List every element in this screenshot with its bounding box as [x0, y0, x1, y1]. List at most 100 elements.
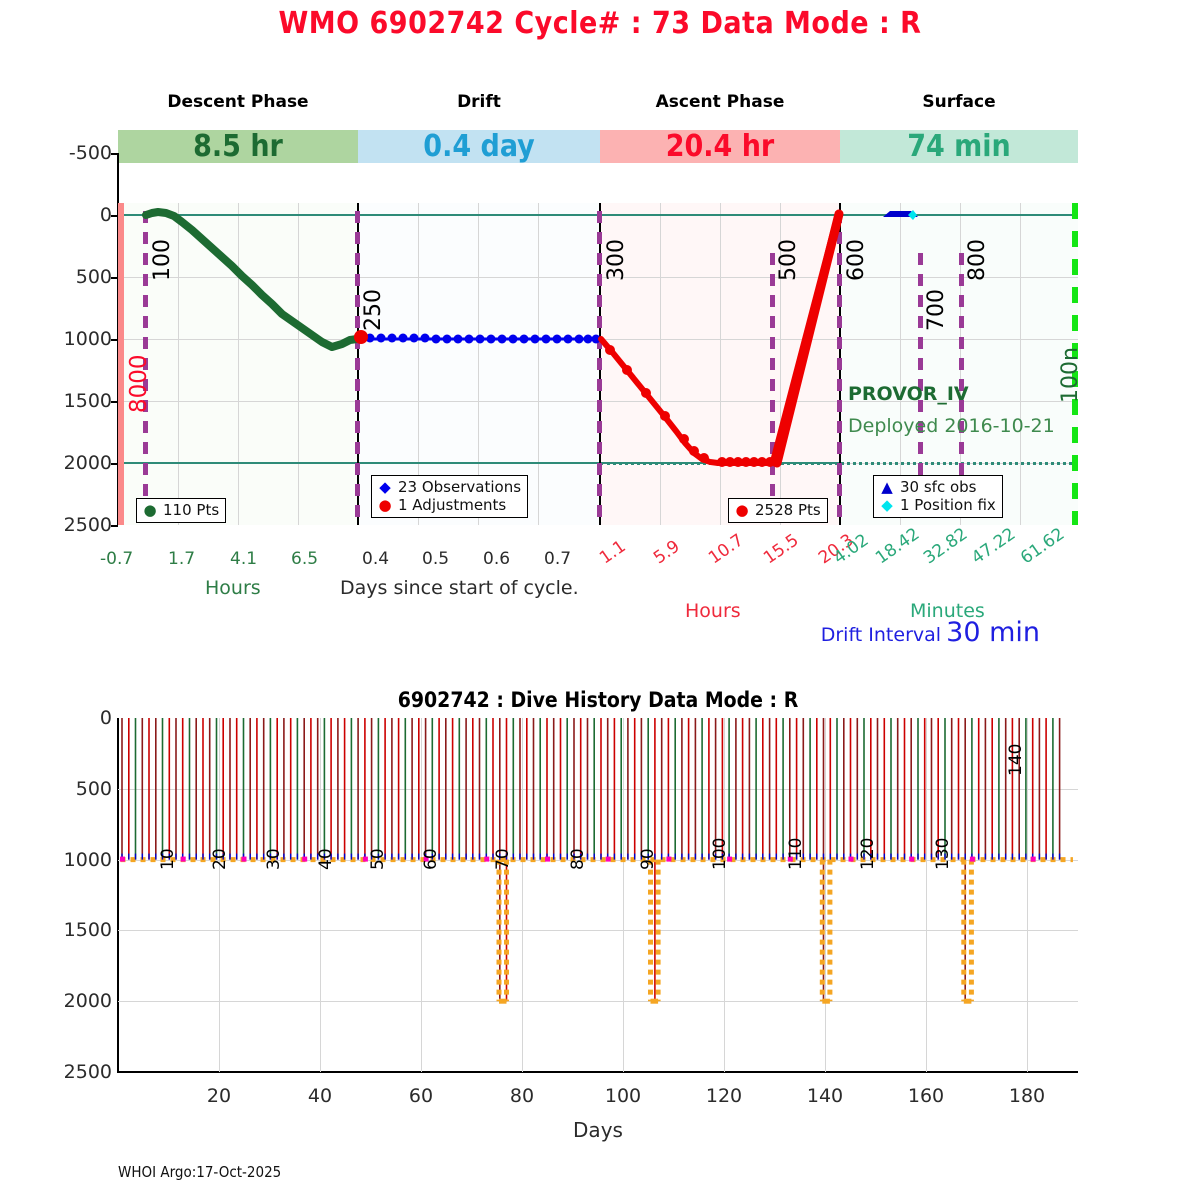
legend-label: 1 Position fix [900, 496, 996, 514]
position-fix-marker [908, 210, 917, 220]
cycle-label-40: 40 [316, 848, 336, 870]
phase-cell-descent: 8.5 hr [118, 129, 358, 164]
gridline-v-5 [478, 203, 479, 525]
cycle-label-10: 10 [158, 848, 178, 870]
gridline-v-9 [780, 203, 781, 525]
bxtick-80: 80 [509, 1085, 535, 1107]
bgridline-h-2000 [118, 1001, 1078, 1002]
bxtick-40: 40 [307, 1085, 333, 1107]
legend-label: 2528 Pts [755, 501, 821, 519]
event-marker-100 [143, 211, 148, 525]
phase-name-surface: Surface [922, 92, 996, 112]
y-tick-top-6: 2500 [63, 514, 112, 536]
event-marker-500 [770, 253, 775, 525]
xtick-minutes-2: 32.82 [920, 524, 972, 569]
gridline-v-6 [538, 203, 539, 525]
event-marker-800 [959, 253, 964, 525]
gridline-v-1 [178, 203, 179, 525]
bgridline-v-120 [724, 718, 725, 1072]
bgridline-v-100 [623, 718, 624, 1072]
top-plot-area: 100 250 300 500 600 700 800 8000 100n PR… [118, 203, 1078, 525]
footer-credit: WHOI Argo:17-Oct-2025 [118, 1163, 282, 1181]
xtick-minutes-3: 47.22 [968, 524, 1020, 569]
xtick-hours-ascent-3: 15.5 [760, 530, 803, 569]
cycle-label-100: 100 [710, 837, 730, 870]
legend-row: ◆ 23 Observations [377, 478, 521, 496]
phase-name-descent: Descent Phase [167, 92, 309, 112]
legend-row: ● 110 Pts [142, 501, 219, 519]
legend-row: ● 1 Adjustments [377, 496, 521, 514]
drift-observations-trace [354, 330, 601, 344]
y-tick-top-5: 2000 [63, 452, 112, 474]
y-tick-top-1: 0 [99, 204, 112, 226]
deployment-date-annotation: Deployed 2016-10-21 [848, 415, 1055, 437]
event-marker-300 [597, 211, 602, 525]
bgridline-v-60 [421, 718, 422, 1072]
gridline-v-10 [900, 203, 901, 525]
legend-label: 30 sfc obs [900, 478, 977, 496]
cycle-label-20: 20 [210, 848, 230, 870]
bottom-axis-line-y [117, 718, 119, 1072]
circle-icon: ● [735, 501, 749, 519]
bxtick-140: 140 [806, 1085, 844, 1107]
event-label-300: 300 [604, 239, 629, 281]
ascent-trace [598, 209, 844, 468]
y-tick-bot-5: 2500 [63, 1061, 112, 1083]
bxtick-20: 20 [206, 1085, 232, 1107]
page-title: WMO 6902742 Cycle# : 73 Data Mode : R [278, 6, 922, 41]
gridline-v-12 [1020, 203, 1021, 525]
edge-band-red [118, 203, 124, 525]
top-y-tickmark-2 [111, 277, 118, 279]
legend-row: ◆ 1 Position fix [879, 496, 996, 514]
phase-name-ascent: Ascent Phase [655, 92, 785, 112]
xtick-minutes-4: 61.62 [1017, 524, 1069, 569]
y-tick-bot-2: 1000 [63, 849, 112, 871]
legend-row: ▲ 30 sfc obs [879, 478, 996, 496]
bottom-panel-title: 6902742 : Dive History Data Mode : R [397, 688, 799, 712]
y-tick-bot-3: 1500 [63, 919, 112, 941]
top-y-tickmark-0 [111, 153, 118, 155]
top-y-tickmark-5 [111, 463, 118, 465]
diamond-icon: ◆ [379, 478, 391, 496]
phase-duration-ascent: 20.4 hr [665, 129, 775, 164]
phase-duration-drift: 0.4 day [423, 129, 535, 164]
cycle-label-130: 130 [933, 837, 953, 870]
cycle-label-50: 50 [368, 848, 388, 870]
legend-label: 23 Observations [398, 478, 522, 496]
bgridline-v-180 [1027, 718, 1028, 1072]
bottom-x-axis-label: Days [573, 1118, 623, 1142]
bgridline-v-80 [522, 718, 523, 1072]
event-label-100: 100 [150, 239, 175, 281]
cycle-label-80: 80 [568, 848, 588, 870]
bxtick-160: 160 [907, 1085, 945, 1107]
xaxis-name-minutes: Minutes [910, 600, 985, 622]
event-marker-700 [918, 253, 923, 525]
bgridline-v-140 [825, 718, 826, 1072]
legend-descent: ● 110 Pts [136, 498, 227, 523]
event-label-700: 700 [924, 289, 949, 331]
bxtick-60: 60 [408, 1085, 434, 1107]
y-tick-top-0: -500 [68, 142, 112, 164]
float-type-annotation: PROVOR_IV [848, 383, 969, 405]
triangle-icon: ▲ [881, 478, 893, 496]
phase-duration-bar: 8.5 hr 0.4 day 20.4 hr 74 min [118, 129, 1078, 164]
bxtick-100: 100 [604, 1085, 642, 1107]
xtick-hours-0: -0.7 [100, 549, 134, 569]
event-label-600: 600 [844, 239, 869, 281]
reference-line-2000 [118, 462, 840, 464]
bgridline-h-1000 [118, 860, 1078, 861]
descent-trace [142, 208, 361, 351]
xtick-days-3: 0.7 [544, 549, 572, 569]
xtick-hours-ascent-0: 1.1 [596, 536, 630, 569]
cycle-label-140: 140 [1006, 743, 1026, 776]
y-tick-bot-0: 0 [99, 707, 112, 729]
y-tick-top-2: 500 [75, 266, 112, 288]
bxtick-180: 180 [1008, 1085, 1046, 1107]
top-y-ticks: -500 0 500 1000 1500 2000 2500 [20, 0, 112, 1200]
top-y-tickmark-1 [111, 215, 118, 217]
bgridline-h-1500 [118, 930, 1078, 931]
event-label-250: 250 [361, 289, 386, 331]
diamond-icon: ◆ [881, 496, 893, 514]
gridline-v-3 [298, 203, 299, 525]
xtick-hours-1: 1.7 [168, 549, 196, 569]
